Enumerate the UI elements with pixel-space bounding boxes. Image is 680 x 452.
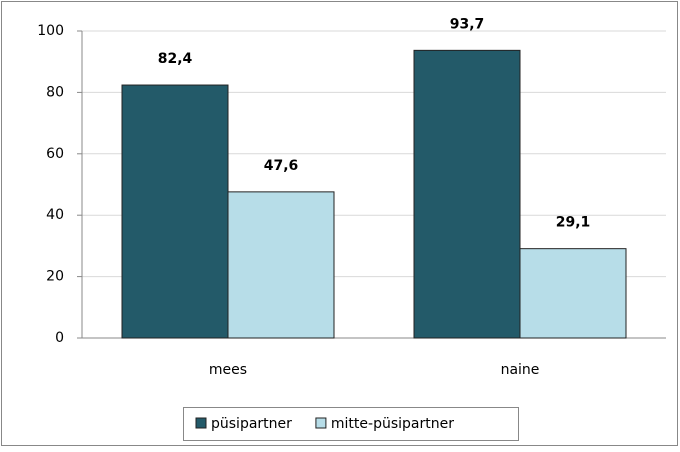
y-tick-label: 40 [46, 207, 64, 223]
bar [413, 49, 521, 339]
value-label: 47,6 [264, 158, 299, 174]
bar [227, 191, 335, 339]
y-tick-label: 20 [46, 269, 64, 285]
y-tick-label: 60 [46, 146, 64, 162]
bar [519, 248, 627, 339]
value-label: 82,4 [158, 51, 193, 67]
value-label: 93,7 [450, 16, 485, 32]
legend-label: mitte-püsipartner [331, 416, 454, 432]
legend-swatch [315, 417, 327, 429]
legend-label: püsipartner [211, 416, 292, 432]
legend-box [183, 407, 519, 441]
y-tick-label: 80 [46, 84, 64, 100]
x-tick-label: naine [501, 362, 540, 378]
bar [121, 84, 229, 339]
y-tick-label: 100 [37, 23, 64, 39]
value-label: 29,1 [556, 215, 591, 231]
y-tick-label: 0 [55, 330, 64, 346]
x-tick-label: mees [209, 362, 247, 378]
legend-swatch [195, 417, 207, 429]
